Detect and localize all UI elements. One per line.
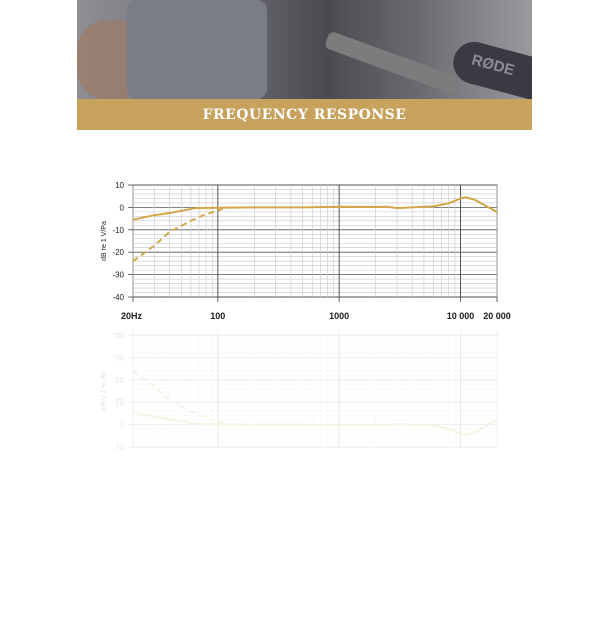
section-title: FREQUENCY RESPONSE <box>202 106 407 123</box>
y-tick-label: 0 <box>120 203 125 212</box>
y-tick-label: 10 <box>115 442 124 451</box>
series-line-dashed <box>132 369 224 425</box>
y-tick-label: 0 <box>120 420 125 429</box>
hero-photo: RØDE <box>77 0 532 99</box>
y-tick-label: -40 <box>112 293 124 302</box>
y-tick-label: -10 <box>112 397 124 406</box>
y-tick-label: -30 <box>112 352 124 361</box>
y-axis-label: dB re 1 V/Pa <box>101 221 108 261</box>
series-line-dashed <box>132 207 224 263</box>
photo-shirt <box>127 0 267 99</box>
y-tick-label: 10 <box>115 181 124 190</box>
series-line-solid <box>132 196 498 221</box>
x-tick-label: 20 000 <box>483 311 511 321</box>
y-tick-label: -20 <box>112 375 124 384</box>
y-tick-label: -40 <box>112 330 124 339</box>
x-tick-label: 20 000 <box>483 311 511 321</box>
y-tick-label: -30 <box>112 271 124 280</box>
plot-area <box>132 334 498 448</box>
series-line-solid <box>132 411 498 436</box>
x-tick-label: 1000 <box>329 311 349 321</box>
y-tick-label: -10 <box>112 226 124 235</box>
plot-area <box>132 184 498 298</box>
x-tick-label: 1000 <box>329 311 349 321</box>
x-tick-label: 100 <box>210 311 225 321</box>
section-header: FREQUENCY RESPONSE <box>77 99 532 130</box>
y-axis-label: dB re 1 V/Pa <box>101 371 108 411</box>
x-tick-label: 20Hz <box>121 311 143 321</box>
x-tick-label: 10 000 <box>447 311 475 321</box>
x-tick-label: 10 000 <box>447 311 475 321</box>
x-tick-label: 100 <box>210 311 225 321</box>
y-tick-label: -20 <box>112 248 124 257</box>
x-tick-label: 20Hz <box>121 311 143 321</box>
